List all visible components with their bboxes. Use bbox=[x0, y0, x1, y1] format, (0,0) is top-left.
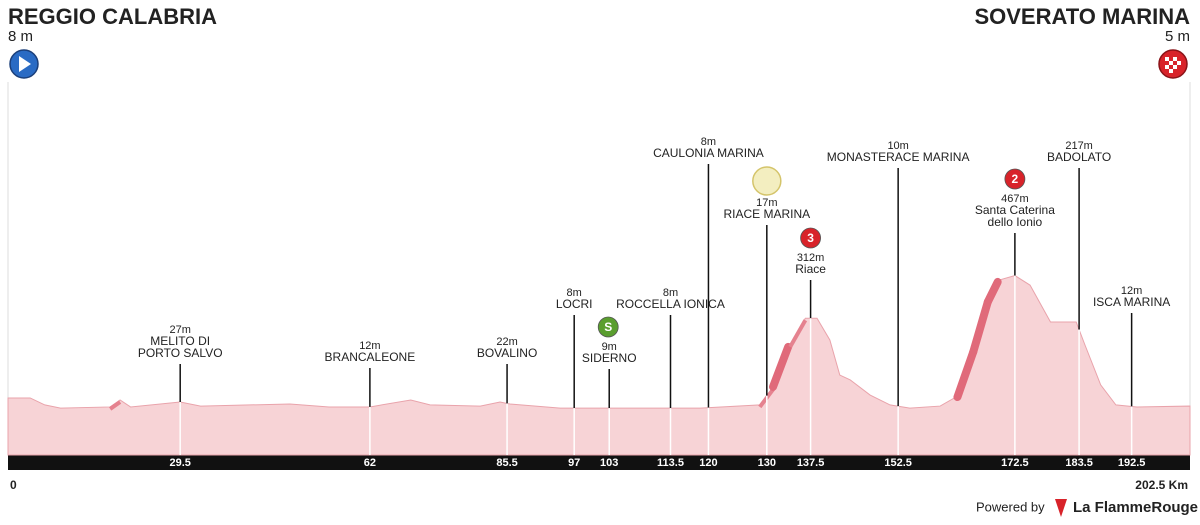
brand: La FlammeRouge bbox=[1073, 499, 1198, 516]
brand-logo bbox=[1055, 499, 1067, 517]
badge-label: 2 bbox=[1012, 172, 1019, 186]
km-label: 183.5 bbox=[1065, 457, 1093, 469]
km-label: 85.5 bbox=[496, 457, 517, 469]
badge-icon bbox=[800, 227, 821, 249]
start-name: REGGIO CALABRIA bbox=[8, 4, 217, 29]
waypoint-elevation: 312m bbox=[797, 252, 825, 264]
waypoint-name: Riace bbox=[795, 262, 826, 276]
badge-icon bbox=[597, 316, 619, 338]
waypoint-elevation: 9m bbox=[602, 341, 617, 353]
badge-label: S bbox=[604, 320, 612, 334]
steep-band bbox=[983, 277, 1002, 306]
km-label: 103 bbox=[600, 457, 618, 469]
waypoint-name: PORTO SALVO bbox=[138, 346, 223, 360]
climb-band bbox=[108, 400, 122, 411]
km-label: 192.5 bbox=[1118, 457, 1146, 469]
waypoint-elevation: 8m bbox=[701, 136, 716, 148]
waypoint-elevation: 12m bbox=[359, 340, 380, 352]
waypoint-name: BADOLATO bbox=[1047, 150, 1111, 164]
km-label: 29.5 bbox=[169, 457, 190, 469]
km-strip bbox=[8, 455, 1190, 470]
waypoint-elevation: 467m bbox=[1001, 193, 1029, 205]
steep-band bbox=[969, 297, 992, 357]
climb-band bbox=[788, 319, 808, 348]
km-label: 137.5 bbox=[797, 457, 825, 469]
km-label: 152.5 bbox=[884, 457, 912, 469]
x-end-label: 202.5 Km bbox=[1135, 478, 1188, 492]
profile-area bbox=[7, 275, 1191, 456]
waypoint-name: Santa Caterina bbox=[975, 203, 1055, 217]
waypoint-elevation: 17m bbox=[756, 197, 777, 209]
waypoint-name: ROCCELLA IONICA bbox=[616, 297, 725, 311]
km-label: 97 bbox=[568, 457, 580, 469]
km-label: 113.5 bbox=[657, 457, 684, 469]
badge-icon bbox=[1004, 168, 1026, 190]
waypoint-elevation: 27m bbox=[169, 324, 190, 336]
powered-by: Powered by bbox=[976, 499, 1045, 514]
start-altitude: 8 m bbox=[8, 28, 33, 45]
x-end-label: 0 bbox=[10, 478, 17, 492]
waypoint-elevation: 12m bbox=[1121, 285, 1142, 297]
finish-icon bbox=[1158, 49, 1188, 79]
start-icon bbox=[9, 49, 39, 79]
waypoint-name: BRANCALEONE bbox=[325, 350, 416, 364]
km-label: 120 bbox=[699, 457, 717, 469]
waypoint-elevation: 8m bbox=[567, 287, 582, 299]
waypoint-name: dello Ionio bbox=[988, 215, 1043, 229]
km-label: 62 bbox=[364, 457, 376, 469]
finish-altitude: 5 m bbox=[1165, 28, 1190, 45]
waypoint-elevation: 10m bbox=[887, 140, 908, 152]
waypoint-name: RIACE MARINA bbox=[723, 207, 810, 221]
steep-band bbox=[953, 348, 978, 402]
waypoint-name: SIDERNO bbox=[582, 351, 637, 365]
waypoint-name: ISCA MARINA bbox=[1093, 295, 1170, 309]
km-label: 130 bbox=[758, 457, 776, 469]
waypoint-elevation: 217m bbox=[1065, 140, 1093, 152]
waypoint-name: MONASTERACE MARINA bbox=[827, 150, 970, 164]
waypoint-name: LOCRI bbox=[556, 297, 593, 311]
finish-name: SOVERATO MARINA bbox=[974, 4, 1190, 29]
waypoint-name: CAULONIA MARINA bbox=[653, 146, 764, 160]
waypoint-elevation: 22m bbox=[496, 336, 517, 348]
waypoint-name: MELITO DI bbox=[150, 334, 210, 348]
steep-band bbox=[768, 342, 793, 391]
bonus-icon bbox=[752, 166, 782, 196]
waypoint-elevation: 8m bbox=[663, 287, 678, 299]
badge-label: 3 bbox=[807, 231, 814, 245]
waypoint-name: BOVALINO bbox=[477, 346, 537, 360]
km-label: 172.5 bbox=[1001, 457, 1029, 469]
